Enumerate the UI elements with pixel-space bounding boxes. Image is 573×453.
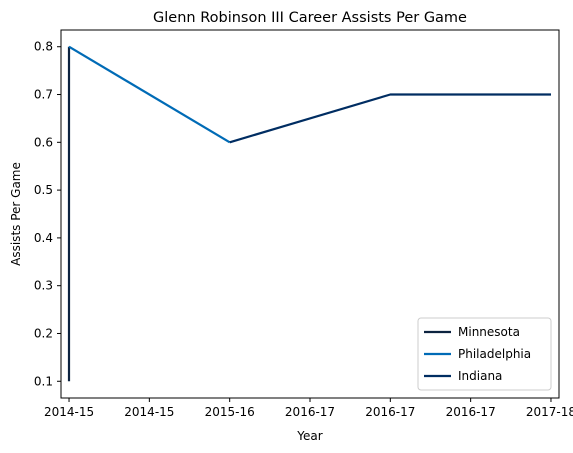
legend-label: Minnesota — [458, 325, 520, 339]
legend-box — [417, 317, 552, 391]
x-tick-label: 2016-17 — [446, 405, 496, 419]
x-axis: 2014-15 2014-15 2015-16 2016-17 2016-17 2016-… — [44, 398, 573, 419]
series-layer — [67, 45, 551, 382]
y-axis-title: Assists Per Game — [9, 162, 23, 266]
x-tick-label: 2016-17 — [365, 405, 415, 419]
legend-label: Philadelphia — [458, 347, 531, 361]
x-tick-label: 2014-15 — [44, 405, 94, 419]
y-tick-label: 0.5 — [34, 183, 53, 197]
y-tick-label: 0.8 — [34, 40, 53, 54]
x-axis-title: Year — [296, 429, 322, 443]
y-tick-label: 0.4 — [34, 231, 53, 245]
legend-label: Indiana — [458, 369, 502, 383]
series-line-philadelphia — [68, 45, 231, 144]
y-axis: 0.1 0.2 0.3 0.4 0.5 0.6 0.7 0.8 — [34, 40, 61, 388]
y-tick-label: 0.2 — [34, 326, 53, 340]
legend: Minnesota Philadelphia Indiana — [417, 317, 552, 391]
x-tick-label: 2015-16 — [205, 405, 255, 419]
y-tick-label: 0.1 — [34, 374, 53, 388]
y-tick-label: 0.3 — [34, 279, 53, 293]
x-tick-label: 2014-15 — [124, 405, 174, 419]
series-line-indiana — [229, 93, 551, 144]
x-tick-label: 2016-17 — [285, 405, 335, 419]
y-tick-label: 0.6 — [34, 135, 53, 149]
x-tick-label: 2017-18 — [526, 405, 573, 419]
chart-title: Glenn Robinson III Career Assists Per Ga… — [153, 10, 467, 26]
y-tick-label: 0.7 — [34, 88, 53, 102]
